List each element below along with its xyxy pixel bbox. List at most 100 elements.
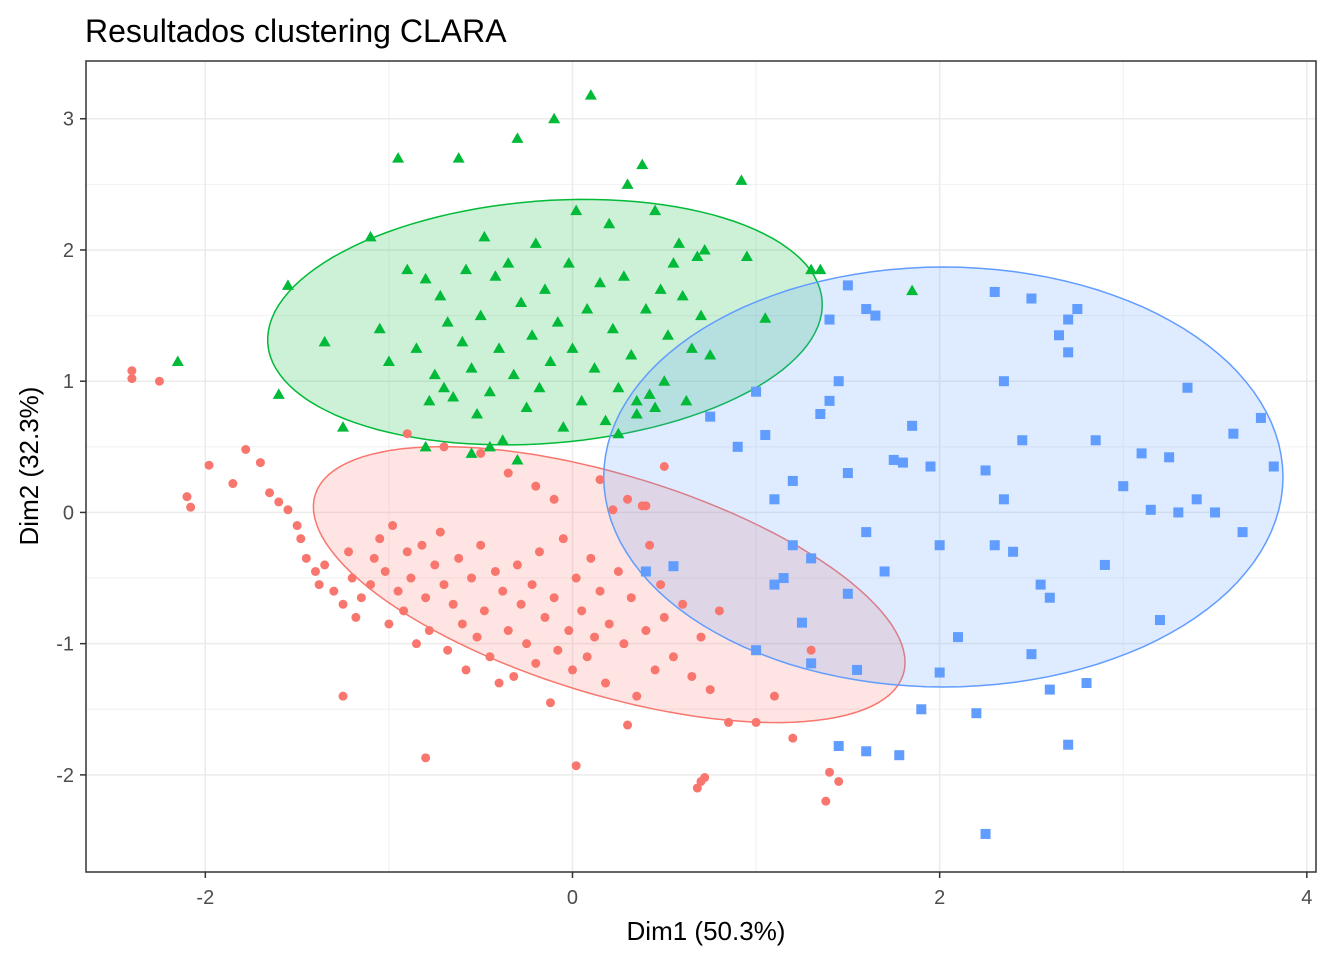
data-point-circle (228, 479, 238, 489)
y-tick-label: 2 (63, 240, 74, 262)
data-point-square (1182, 382, 1193, 393)
data-point-circle (388, 521, 398, 531)
data-point-square (1255, 412, 1266, 423)
data-point-circle (369, 553, 379, 563)
data-point-square (894, 750, 905, 761)
data-point-triangle (489, 270, 502, 281)
y-tick-label: 3 (63, 109, 74, 131)
data-point-square (668, 561, 679, 572)
plot-panel (86, 61, 1316, 872)
data-point-triangle (643, 388, 656, 399)
data-point-triangle (502, 257, 515, 268)
data-point-circle (417, 540, 427, 550)
data-point-triangle (272, 388, 285, 399)
data-point-triangle (630, 408, 643, 419)
data-point-square (1118, 481, 1129, 492)
data-point-circle (498, 586, 508, 596)
data-point-triangle (698, 243, 711, 255)
data-point-circle (825, 767, 835, 777)
data-point-circle (608, 505, 618, 515)
data-point-circle (659, 462, 669, 471)
data-point-circle (283, 505, 293, 515)
data-point-circle (439, 442, 449, 452)
data-point-circle (356, 593, 366, 603)
data-point-circle (641, 501, 651, 511)
data-point-triangle (649, 204, 662, 216)
data-point-square (778, 573, 789, 584)
data-point-triangle (281, 279, 294, 290)
data-point-circle (411, 639, 421, 649)
data-point-triangle (548, 112, 561, 124)
data-point-circle (623, 494, 633, 504)
data-point-circle (601, 678, 611, 688)
data-point-square (989, 286, 1000, 297)
data-point-circle (604, 619, 614, 629)
data-point-circle (769, 691, 779, 701)
data-point-square (824, 395, 835, 406)
data-point-triangle (588, 362, 601, 373)
data-point-triangle (691, 250, 704, 262)
data-point-square (787, 540, 798, 551)
data-point-triangle (401, 263, 414, 275)
data-point-triangle (392, 152, 405, 163)
data-point-square (1017, 435, 1028, 446)
data-point-circle (678, 599, 688, 609)
data-point-triangle (364, 230, 377, 242)
data-point-circle (659, 612, 669, 622)
axis-ticks: -2 0 2 4 -2 -1 0 1 2 3 (56, 109, 1312, 909)
data-point-circle (656, 580, 666, 590)
data-point-circle (255, 458, 265, 468)
data-point-square (870, 310, 881, 321)
data-point-triangle (667, 257, 680, 268)
data-point-square (1090, 435, 1101, 446)
data-point-square (769, 579, 780, 590)
data-point-triangle (603, 217, 616, 229)
data-point-square (861, 746, 872, 757)
data-point-circle (406, 573, 416, 583)
data-point-circle (714, 606, 724, 616)
data-point-circle (424, 626, 434, 636)
data-point-square (998, 494, 1009, 505)
data-point-square (907, 420, 918, 431)
y-axis-title: Dim2 (32.3%) (14, 387, 44, 546)
data-point-triangle (337, 421, 350, 432)
data-point-circle (558, 534, 568, 544)
data-point-triangle (507, 368, 520, 380)
data-point-square (806, 553, 817, 564)
data-point-square (751, 386, 762, 397)
data-point-circle (351, 612, 361, 622)
cluster-ellipse (266, 198, 823, 446)
data-point-triangle (538, 283, 551, 294)
data-point-square (1164, 452, 1175, 463)
data-point-circle (595, 475, 605, 485)
data-point-square (1145, 504, 1156, 515)
data-point-circle (430, 560, 440, 570)
data-point-triangle (515, 296, 528, 307)
data-point-circle (806, 645, 816, 655)
data-point-circle (366, 580, 376, 590)
data-point-triangle (606, 322, 619, 334)
data-point-circle (527, 580, 537, 590)
data-point-circle (329, 586, 339, 596)
data-point-circle (494, 678, 504, 688)
data-point-triangle (814, 263, 827, 275)
data-point-circle (571, 573, 581, 583)
data-point-circle (439, 580, 449, 590)
data-point-circle (503, 626, 513, 636)
data-point-circle (314, 580, 324, 590)
cluster-points (127, 89, 1279, 839)
data-point-circle (127, 366, 137, 376)
data-point-triangle (649, 401, 662, 412)
data-point-circle (696, 632, 706, 642)
data-point-triangle (465, 447, 478, 458)
data-point-triangle (625, 348, 638, 360)
data-point-square (842, 280, 853, 291)
data-point-circle (503, 468, 513, 478)
x-tick-label: 0 (567, 887, 578, 909)
data-point-triangle (654, 283, 667, 294)
data-point-triangle (680, 394, 693, 406)
data-point-circle (375, 534, 385, 544)
data-point-circle (241, 444, 251, 454)
data-point-triangle (496, 434, 509, 445)
data-point-triangle (566, 342, 579, 353)
